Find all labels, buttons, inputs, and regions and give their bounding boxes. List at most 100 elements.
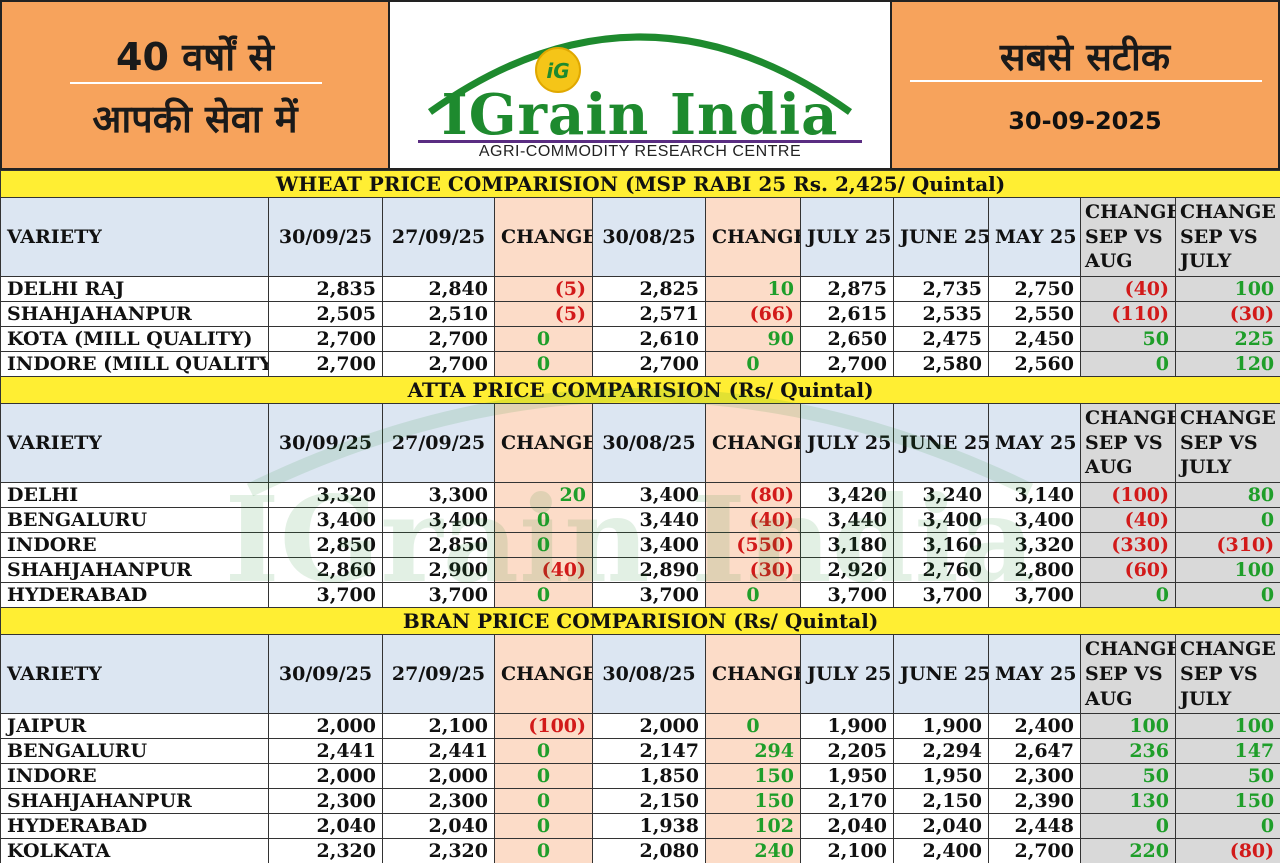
accuracy-heading: सबसे सटीक (999, 35, 1171, 79)
price-cell: 2,080 (592, 838, 706, 863)
column-header: CHANGE SEP VS JULY (1174, 196, 1280, 278)
table-row: KOTA (MILL QUALITY) 2,700 2,700 0 2,610 90 2,6… (0, 326, 1280, 353)
table-row: HYDERABAD 2,040 2,040 0 1,938 102 2,040 2,040 2,… (0, 813, 1280, 840)
price-cell: 2,400 (893, 838, 989, 863)
table-row: SHAHJAHANPUR 2,505 2,510 (5) 2,571 (66) 2,615 2… (0, 301, 1280, 328)
change-cell: 150 (705, 788, 801, 815)
table-row: INDORE 2,000 2,000 0 1,850 150 1,950 1,950 2,300… (0, 763, 1280, 790)
price-cell: 2,615 (800, 301, 894, 328)
column-header: JUNE 25 (893, 196, 989, 278)
column-header: CHANGE (705, 403, 801, 484)
column-header: CHANGE (494, 634, 593, 715)
change-cell: 0 (494, 351, 593, 378)
change-cell: (40) (494, 557, 593, 584)
change-cell: 0 (494, 326, 593, 353)
report-date: 30-09-2025 (1008, 107, 1162, 135)
change-cell: 0 (494, 738, 593, 765)
column-header: CHANGE SEP VS AUG (1080, 403, 1176, 484)
column-header: 30/09/25 (268, 196, 383, 278)
price-cell: 2,000 (268, 763, 383, 790)
column-header: VARIETY (0, 403, 269, 484)
section-title: BRAN PRICE COMPARISION (Rs/ Quintal) (0, 607, 1280, 636)
price-cell: 3,320 (988, 532, 1081, 559)
change-cell: 50 (1174, 763, 1280, 790)
column-header: MAY 25 (988, 403, 1081, 484)
price-cell: 3,320 (268, 482, 383, 509)
table-row: JAIPUR 2,000 2,100 (100) 2,000 0 1,900 1,900 2,4… (0, 713, 1280, 740)
change-cell: 220 (1080, 838, 1176, 863)
change-cell: 0 (1174, 507, 1280, 534)
change-cell: 150 (705, 763, 801, 790)
price-cell: 2,300 (268, 788, 383, 815)
price-cell: 3,400 (988, 507, 1081, 534)
change-cell: (80) (705, 482, 801, 509)
change-cell: 100 (1080, 713, 1176, 740)
section-title-row: BRAN PRICE COMPARISION (Rs/ Quintal) (0, 607, 1280, 636)
logo-arc-icon: iG (427, 33, 853, 115)
price-cell: 2,920 (800, 557, 894, 584)
column-header: 30/09/25 (268, 634, 383, 715)
variety-cell: BENGALURU (0, 738, 269, 765)
logo-coin-icon (536, 48, 580, 92)
change-cell: (80) (1174, 838, 1280, 863)
price-cell: 3,160 (893, 532, 989, 559)
price-cell: 3,700 (988, 582, 1081, 609)
variety-cell: DELHI (0, 482, 269, 509)
change-cell: 100 (1174, 276, 1280, 303)
column-header: 30/08/25 (592, 403, 706, 484)
tagline-divider (70, 82, 322, 84)
column-header: 30/08/25 (592, 634, 706, 715)
column-header-row: VARIETY 30/09/25 27/09/25 CHANGE 30/08/25 CHA… (0, 634, 1280, 715)
change-cell: 240 (705, 838, 801, 863)
price-cell: 2,040 (893, 813, 989, 840)
column-header: JULY 25 (800, 196, 894, 278)
table-row: DELHI RAJ 2,835 2,840 (5) 2,825 10 2,875 2,735 2… (0, 276, 1280, 303)
change-cell: 147 (1174, 738, 1280, 765)
column-header: MAY 25 (988, 634, 1081, 715)
tagline-panel: 40 वर्षों से आपकी सेवा में (0, 0, 390, 170)
price-cell: 2,475 (893, 326, 989, 353)
column-header: VARIETY (0, 634, 269, 715)
column-header: CHANGE SEP VS AUG (1080, 196, 1176, 278)
price-cell: 3,420 (800, 482, 894, 509)
variety-cell: KOTA (MILL QUALITY) (0, 326, 269, 353)
variety-cell: SHAHJAHANPUR (0, 557, 269, 584)
price-cell: 2,320 (382, 838, 495, 863)
column-header: 27/09/25 (382, 403, 495, 484)
change-cell: (330) (1080, 532, 1176, 559)
price-cell: 2,390 (988, 788, 1081, 815)
logo-name: IGrain India (441, 82, 839, 148)
price-cell: 2,150 (592, 788, 706, 815)
price-cell: 2,700 (268, 326, 383, 353)
price-cell: 2,100 (800, 838, 894, 863)
change-cell: (100) (1080, 482, 1176, 509)
column-header: VARIETY (0, 196, 269, 278)
price-cell: 2,300 (382, 788, 495, 815)
change-cell: (310) (1174, 532, 1280, 559)
logo-underline (418, 140, 862, 143)
price-cell: 3,440 (800, 507, 894, 534)
price-cell: 2,441 (268, 738, 383, 765)
variety-cell: BENGALURU (0, 507, 269, 534)
price-cell: 2,835 (268, 276, 383, 303)
price-cell: 2,147 (592, 738, 706, 765)
table-row: INDORE 2,850 2,850 0 3,400 (550) 3,180 3,160 3,3… (0, 532, 1280, 559)
price-cell: 2,320 (268, 838, 383, 863)
price-cell: 2,800 (988, 557, 1081, 584)
change-cell: 0 (1174, 582, 1280, 609)
price-cell: 2,505 (268, 301, 383, 328)
change-cell: (100) (494, 713, 593, 740)
column-header: JUNE 25 (893, 634, 989, 715)
column-header-row: VARIETY 30/09/25 27/09/25 CHANGE 30/08/25 CHA… (0, 196, 1280, 278)
price-cell: 2,900 (382, 557, 495, 584)
price-cell: 2,647 (988, 738, 1081, 765)
price-cell: 2,700 (800, 351, 894, 378)
price-cell: 3,240 (893, 482, 989, 509)
price-cell: 2,040 (382, 813, 495, 840)
price-cell: 2,840 (382, 276, 495, 303)
variety-cell: INDORE (0, 532, 269, 559)
price-cell: 1,900 (893, 713, 989, 740)
price-cell: 3,700 (382, 582, 495, 609)
column-header: CHANGE (705, 634, 801, 715)
tagline-line1: 40 वर्षों से (116, 35, 274, 79)
